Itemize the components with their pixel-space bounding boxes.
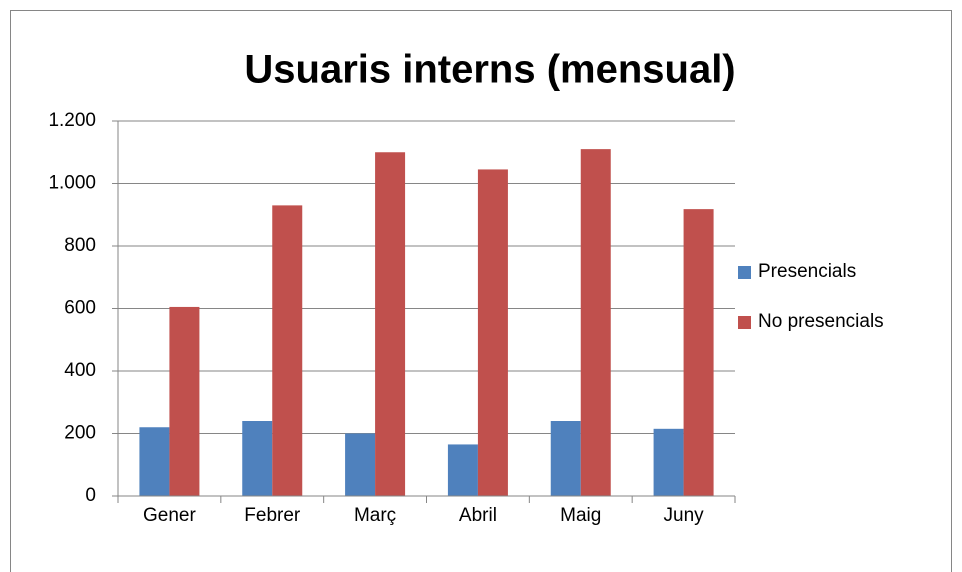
x-tick-label: Març: [354, 505, 396, 526]
y-tick-label: 600: [64, 298, 96, 319]
legend-label: Presencials: [758, 261, 856, 282]
bar: [169, 306, 200, 496]
x-tick-label: Gener: [143, 505, 196, 526]
chart-title: Usuaris interns (mensual): [244, 48, 735, 92]
x-tick-label: Maig: [560, 505, 601, 526]
legend-swatch: [738, 316, 751, 329]
bar: [683, 209, 714, 496]
bar: [477, 169, 508, 496]
legend-swatch: [738, 266, 751, 279]
x-tick-label: Febrer: [244, 505, 301, 526]
y-tick-label: 0: [85, 485, 96, 506]
x-tick-label: Abril: [459, 505, 497, 526]
bar: [272, 205, 303, 496]
y-tick-label: 800: [64, 235, 96, 256]
bar: [242, 421, 273, 496]
bar: [139, 427, 170, 496]
y-tick-label: 1.000: [48, 173, 96, 194]
y-tick-label: 200: [64, 423, 96, 444]
bar: [375, 152, 406, 496]
legend-label: No presencials: [758, 311, 884, 332]
bar: [653, 428, 684, 496]
bar: [345, 433, 376, 496]
x-tick-label: Juny: [664, 505, 705, 526]
bar: [580, 149, 611, 496]
y-tick-label: 1.200: [48, 110, 96, 131]
bar: [550, 421, 581, 496]
y-tick-label: 400: [64, 360, 96, 381]
bar: [447, 444, 478, 496]
